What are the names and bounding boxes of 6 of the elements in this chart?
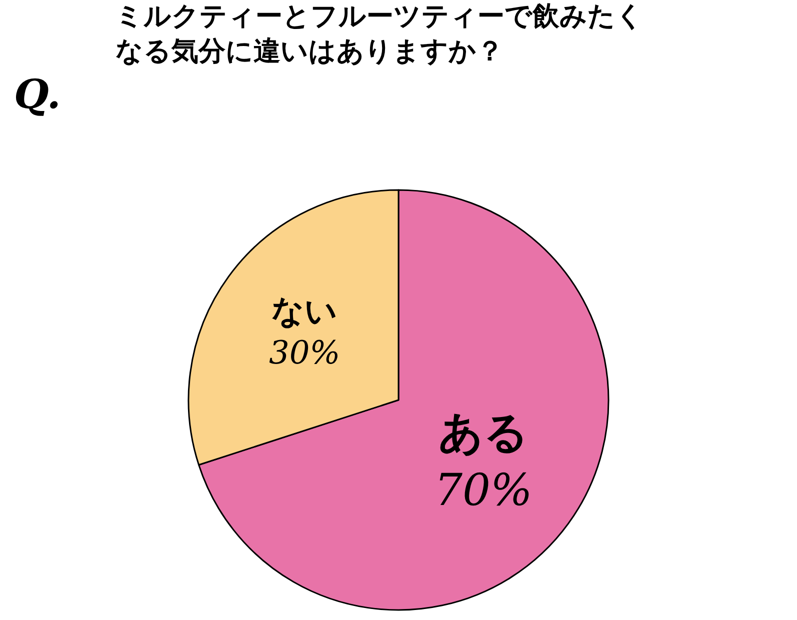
slice-label: ない — [272, 292, 338, 330]
data-label: 70% — [434, 464, 532, 516]
text: Q. — [14, 71, 61, 118]
chart-title: ミルクティーとフルーツティーで飲みたくなる気分に違いはありますか？ — [116, 0, 644, 67]
data-label: 30% — [269, 334, 340, 372]
slice-label: ある — [438, 408, 528, 459]
